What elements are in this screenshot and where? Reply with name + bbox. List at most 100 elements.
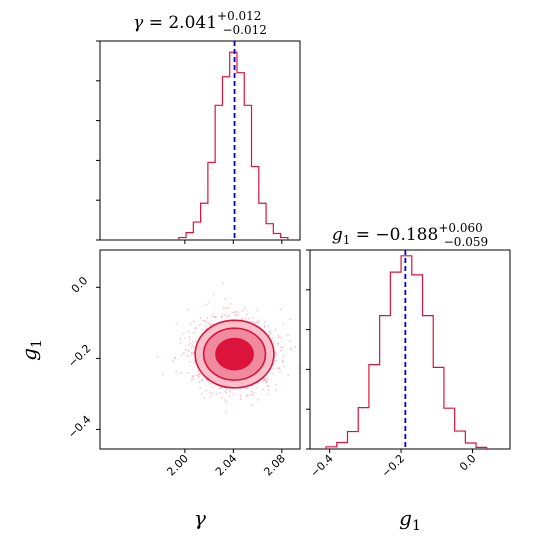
gamma-title-minus: −0.012 <box>222 23 266 37</box>
scatter-point <box>253 321 256 324</box>
scatter-point <box>174 357 176 360</box>
scatter-point <box>276 367 279 370</box>
scatter-point <box>225 307 228 309</box>
xtick-label: 2.08 <box>261 452 288 479</box>
gamma-marginal-xticks <box>184 240 283 244</box>
scatter-point <box>212 293 215 296</box>
scatter-point <box>212 316 215 318</box>
xtick-label: 2.04 <box>213 452 240 479</box>
g1-ylabel-sub: 1 <box>29 339 45 348</box>
scatter-point <box>266 376 268 379</box>
scatter-point <box>272 367 275 370</box>
scatter-point <box>271 372 274 375</box>
scatter-point <box>267 393 269 396</box>
scatter-point <box>239 394 242 396</box>
scatter-point <box>209 324 211 327</box>
scatter-point <box>246 394 249 397</box>
scatter-point <box>198 380 201 383</box>
g1-title-median: −0.188 <box>375 225 438 245</box>
scatter-point <box>162 373 165 376</box>
scatter-point <box>289 340 292 343</box>
joint-yticks: 0.0 −0.2 −0.4 <box>65 274 100 441</box>
scatter-point <box>240 396 242 398</box>
scatter-point <box>191 344 194 346</box>
scatter-point <box>253 391 255 394</box>
scatter-point <box>275 388 277 391</box>
g1-xlabel: g1 <box>399 506 421 534</box>
scatter-point <box>289 318 292 321</box>
scatter-point <box>251 404 254 407</box>
g1-ylabel-symbol: g <box>17 348 41 361</box>
scatter-point <box>224 399 226 401</box>
contour-line-2 <box>202 327 267 381</box>
scatter-point <box>205 389 208 392</box>
scatter-point <box>264 378 267 380</box>
scatter-point <box>280 336 283 339</box>
scatter-point <box>231 311 234 314</box>
scatter-point <box>197 375 200 378</box>
scatter-point <box>232 392 235 395</box>
scatter-point <box>263 326 266 328</box>
scatter-point <box>229 303 232 305</box>
joint-frame <box>99 249 301 450</box>
scatter-point <box>228 395 231 398</box>
xtick-label: 2.00 <box>164 452 191 479</box>
scatter-point <box>180 372 182 375</box>
scatter-point <box>226 388 228 391</box>
scatter-point <box>208 382 211 385</box>
scatter-point <box>210 315 213 317</box>
scatter-point <box>207 322 210 325</box>
scatter-point <box>204 320 206 322</box>
scatter-point <box>267 378 269 381</box>
g1-marginal-xticks: −0.4 −0.2 0.0 <box>308 449 479 480</box>
scatter-point <box>272 337 275 339</box>
g1-title-minus: −0.059 <box>444 235 488 249</box>
scatter-point <box>248 317 251 320</box>
scatter-point <box>181 354 183 356</box>
scatter-point <box>205 321 208 324</box>
scatter-point <box>201 328 204 331</box>
scatter-point <box>209 395 212 398</box>
scatter-point <box>256 309 259 312</box>
scatter-point <box>201 378 203 381</box>
scatter-point <box>199 386 202 389</box>
scatter-point <box>202 319 204 322</box>
scatter-point <box>275 353 278 356</box>
g1-marginal-yticks <box>306 249 310 450</box>
scatter-point <box>279 370 281 373</box>
gamma-marginal-frame <box>99 40 301 241</box>
scatter-point <box>211 323 214 326</box>
scatter-point <box>221 282 224 285</box>
scatter-point <box>212 312 215 315</box>
scatter-point <box>187 330 190 333</box>
scatter-point <box>221 314 224 317</box>
gamma-title-symbol: γ <box>133 13 144 33</box>
scatter-point <box>201 392 203 395</box>
scatter-point <box>220 397 223 399</box>
gamma-xlabel: γ <box>194 506 206 530</box>
scatter-point <box>275 383 278 386</box>
scatter-point <box>225 392 228 394</box>
scatter-point <box>186 354 189 357</box>
joint-xticks: 2.00 2.04 2.08 <box>164 449 288 479</box>
scatter-point <box>268 330 270 333</box>
scatter-point <box>190 378 193 381</box>
scatter-point <box>206 317 209 319</box>
scatter-point <box>246 387 249 390</box>
scatter-point <box>175 371 178 373</box>
g1-histogram <box>325 255 488 449</box>
g1-marginal-panel: −0.4 −0.2 0.0 g1 = −0.188+0.060 −0.059 g1 <box>306 221 511 534</box>
scatter-point <box>183 351 185 354</box>
scatter-point <box>241 309 244 312</box>
scatter-point <box>282 360 284 362</box>
scatter-point <box>227 307 230 309</box>
histogram-step <box>325 255 488 449</box>
g1-marginal-frame <box>309 249 511 450</box>
scatter-point <box>246 313 248 316</box>
g1-ylabel: g1 <box>17 339 45 361</box>
xtick-label: 0.0 <box>457 452 479 474</box>
scatter-point <box>277 336 280 339</box>
scatter-point <box>191 353 193 356</box>
scatter-point <box>287 334 289 337</box>
scatter-point <box>194 374 197 377</box>
